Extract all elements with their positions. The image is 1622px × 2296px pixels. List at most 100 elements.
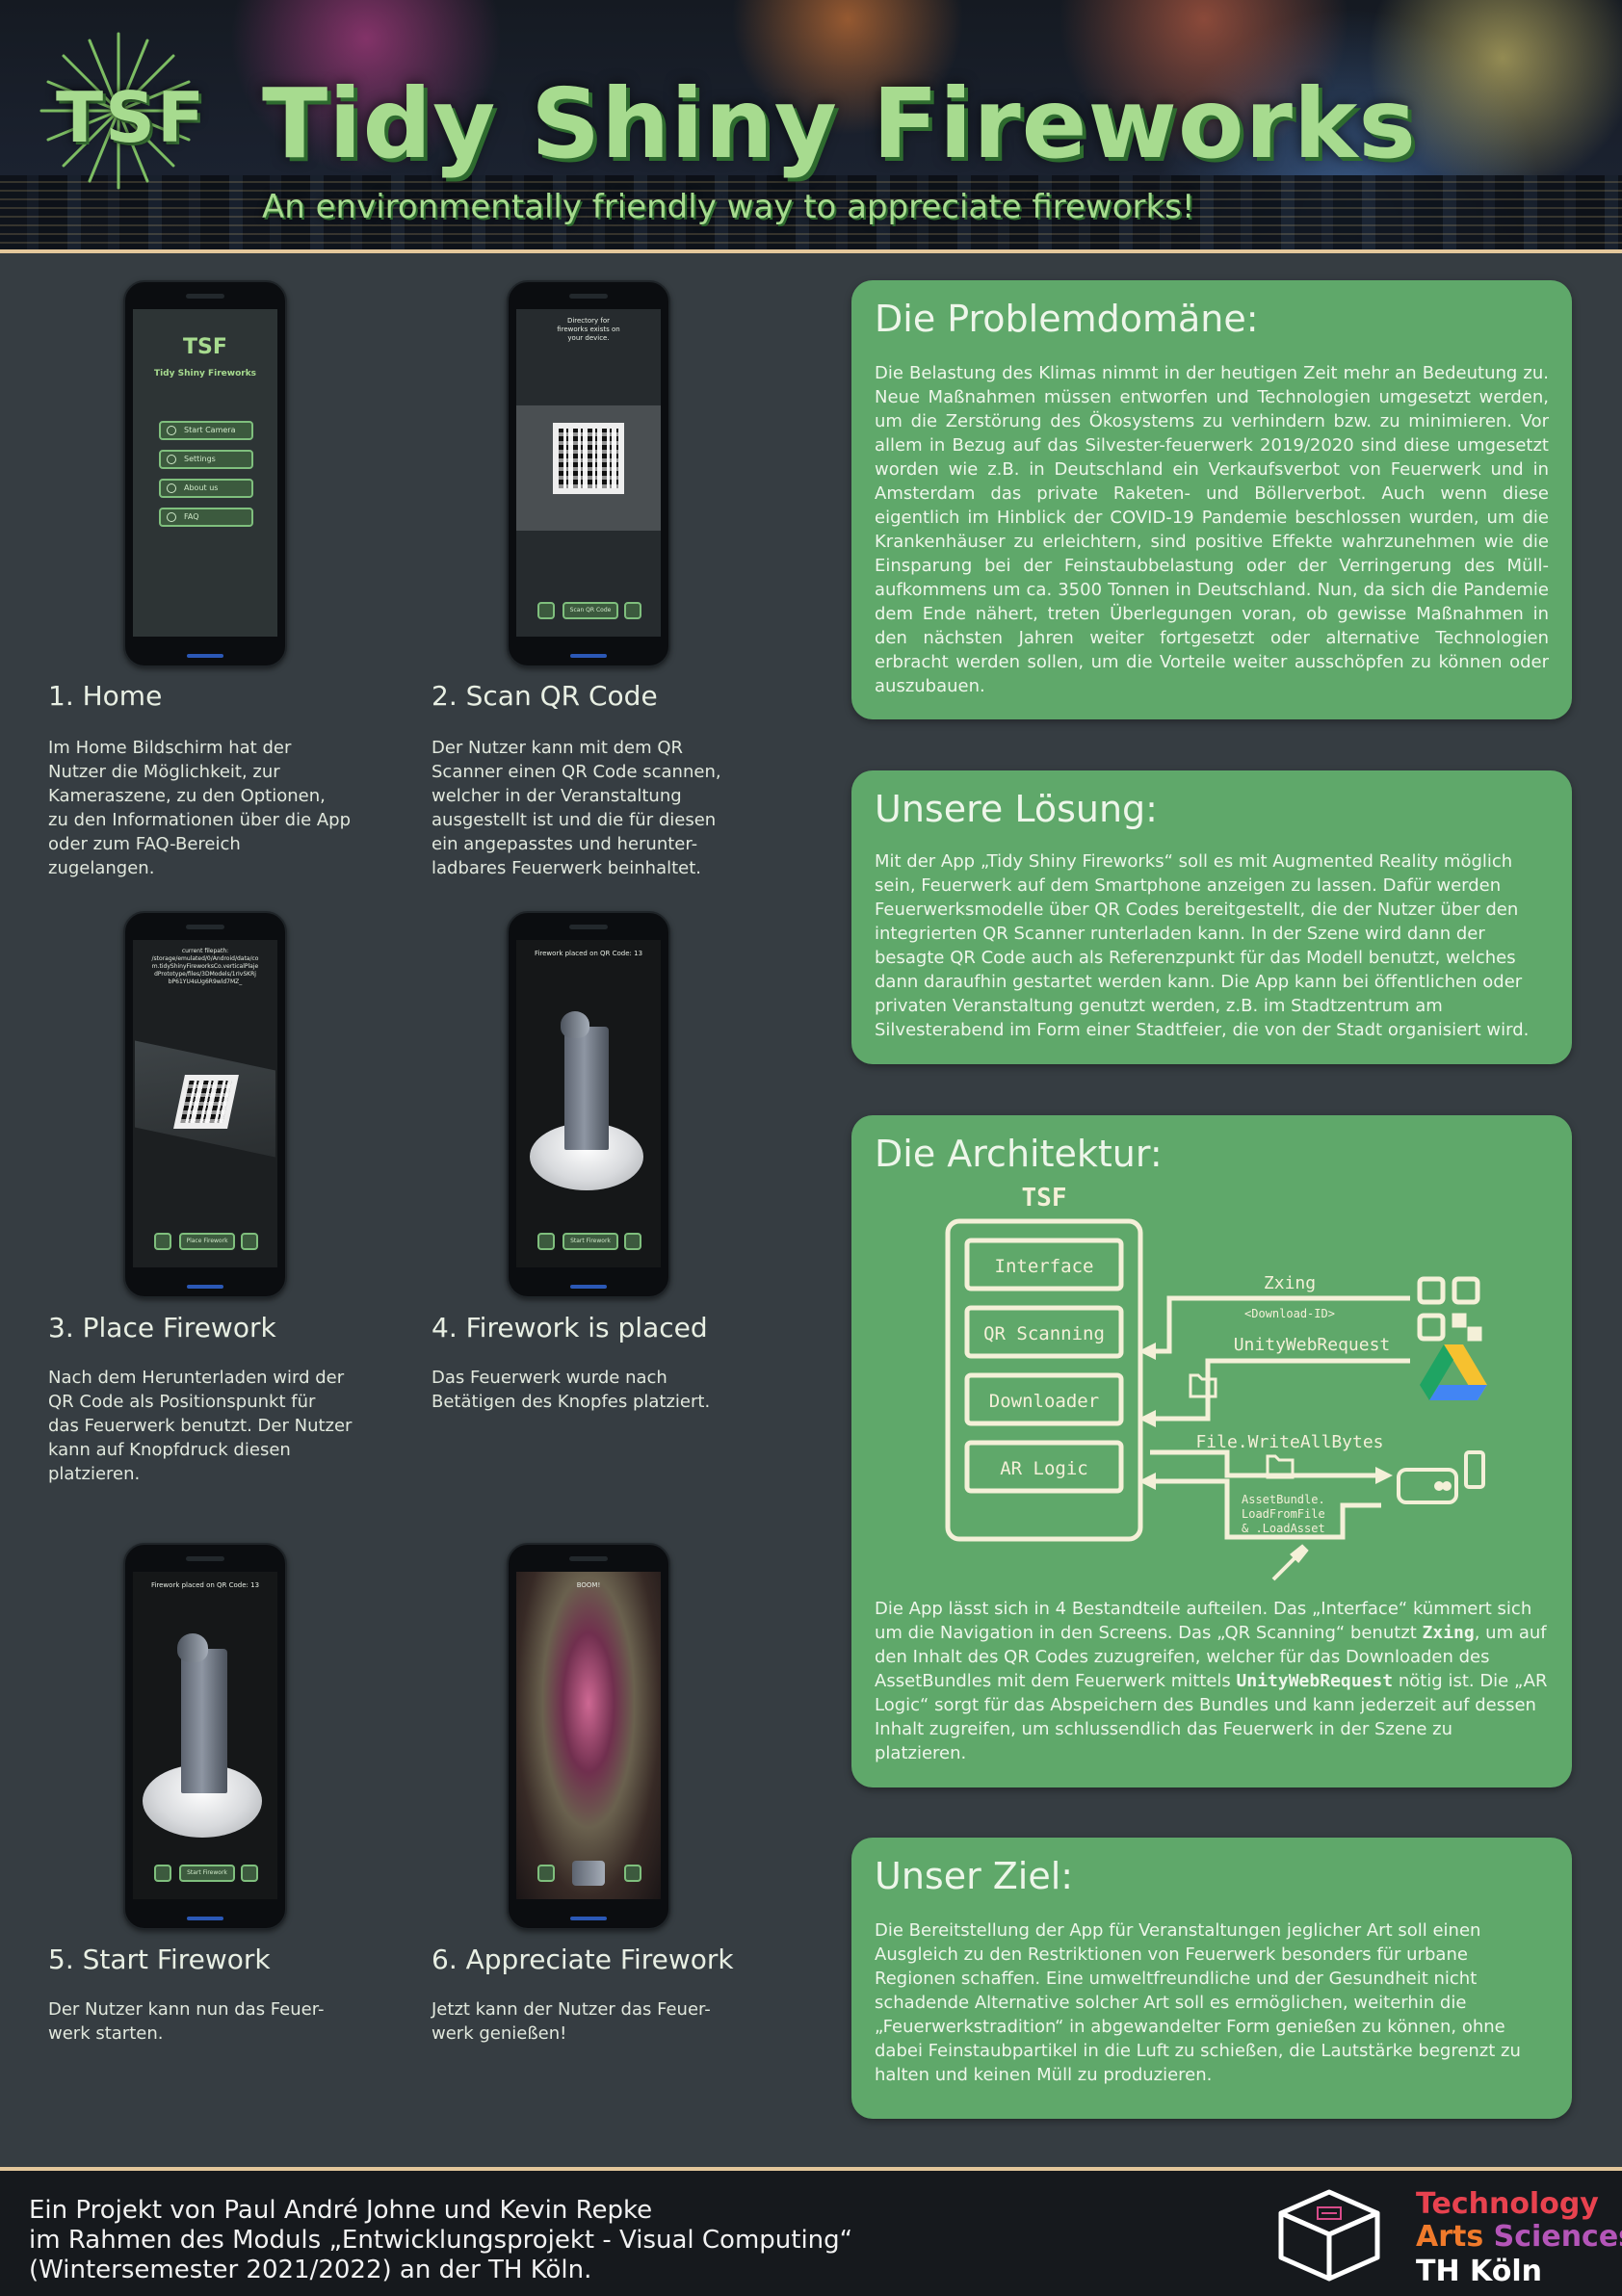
firework-fuse <box>177 1633 208 1662</box>
scan-status-text: Directory for fireworks exists on your d… <box>557 317 620 342</box>
phone-icon <box>1464 1450 1485 1489</box>
camera-icon <box>167 426 176 435</box>
info-icon <box>167 483 176 493</box>
phone-speaker <box>186 294 224 299</box>
delete-button[interactable] <box>624 1233 641 1250</box>
firework-model-small <box>572 1861 605 1886</box>
architecture-body: Die App lässt sich in 4 Bestandteile auf… <box>875 1597 1549 1765</box>
zxing-label: Zxing <box>1264 1273 1316 1293</box>
phone-screen: Firework placed on QR Code: 13 Start Fir… <box>133 1572 277 1899</box>
goal-card: Unser Ziel: Die Bereitstellung der App f… <box>851 1838 1572 2119</box>
architecture-body-part-1: Die App lässt sich in 4 Bestandteile auf… <box>875 1599 1532 1643</box>
module-qr-scanning: QR Scanning <box>983 1323 1105 1344</box>
qr-code-icon <box>1417 1276 1482 1342</box>
phone-home-bar <box>187 1285 223 1289</box>
placed-status-text: Firework placed on QR Code: 13 <box>534 950 643 957</box>
delete-button[interactable] <box>241 1233 258 1250</box>
file-path-text: current filepath: /storage/emulated/0/An… <box>151 948 259 985</box>
th-arts-word: Arts <box>1416 2220 1484 2254</box>
architecture-diagram: TSF Interface QR Scanning Downloader AR … <box>945 1184 1487 1581</box>
step-3-desc: Nach dem Herunterladen wird der QR Code … <box>48 1368 353 1484</box>
step-5-desc: Der Nutzer kann nun das Feuer- werk star… <box>48 1999 325 2044</box>
phone-screen: BOOM! <box>516 1572 661 1899</box>
folder-icon <box>1189 1373 1295 1479</box>
back-button[interactable] <box>154 1233 171 1250</box>
appreciate-toolbar <box>537 1865 641 1882</box>
city-skyline-image <box>0 175 1622 252</box>
scan-toolbar: Scan QR Code <box>537 602 641 619</box>
settings-button[interactable]: Settings <box>159 450 253 469</box>
about-us-button[interactable]: About us <box>159 479 253 498</box>
page-title: Tidy Shiny Fireworks <box>262 67 1417 180</box>
phone-placed-screenshot: Firework placed on QR Code: 13 Start Fir… <box>507 911 670 1298</box>
app-name: Tidy Shiny Fireworks <box>153 369 257 378</box>
phone-speaker <box>569 1556 608 1561</box>
qr-code-icon <box>173 1075 239 1129</box>
delete-button[interactable] <box>624 602 641 619</box>
unity-web-request-inline-code: UnityWebRequest <box>1236 1671 1394 1691</box>
th-arts-sciences-text: Arts Sciences <box>1416 2221 1622 2254</box>
footer-divider <box>0 2167 1622 2171</box>
solution-title: Unsere Lösung: <box>875 788 1158 830</box>
start-camera-button[interactable]: Start Camera <box>159 421 253 440</box>
architecture-title: Die Architektur: <box>875 1133 1163 1175</box>
solution-body: Mit der App „Tidy Shiny Fireworks“ soll … <box>875 851 1530 1040</box>
step-1-title: 1. Home <box>48 680 163 712</box>
boom-text: BOOM! <box>576 1581 601 1589</box>
settings-label: Settings <box>184 455 216 463</box>
module-interface: Interface <box>995 1256 1094 1277</box>
step-4-title: 4. Firework is placed <box>432 1312 708 1344</box>
asset-bundle-line-3: & .LoadAsset <box>1242 1522 1325 1535</box>
qr-code-icon <box>553 423 624 494</box>
delete-button[interactable] <box>624 1865 641 1882</box>
start-firework-button[interactable]: Start Firework <box>562 1233 618 1250</box>
footer: Ein Projekt von Paul André Johne und Kev… <box>0 2171 1622 2296</box>
th-technology-text: Technology <box>1416 2187 1599 2221</box>
firework-fuse <box>561 1011 589 1038</box>
phone-scan-screenshot: Directory for fireworks exists on your d… <box>507 280 670 667</box>
download-id-label: <Download-ID> <box>1244 1307 1335 1320</box>
pen-icon <box>1271 1544 1309 1581</box>
phone-place-screenshot: current filepath: /storage/emulated/0/An… <box>123 911 287 1298</box>
scan-qr-code-button[interactable]: Scan QR Code <box>562 602 618 619</box>
step-2-title: 2. Scan QR Code <box>432 680 658 712</box>
phone-speaker <box>186 1556 224 1561</box>
phone-home-bar <box>570 1285 607 1289</box>
delete-button[interactable] <box>241 1865 258 1882</box>
phone-speaker <box>186 925 224 929</box>
goal-title: Unser Ziel: <box>875 1855 1074 1897</box>
architecture-body-part-2: , um auf den Inhalt des QR Codes zuzugre… <box>875 1623 1547 1691</box>
back-button[interactable] <box>154 1865 171 1882</box>
gear-icon <box>167 455 176 464</box>
unity-web-request-label: UnityWebRequest <box>1234 1335 1391 1355</box>
place-firework-button[interactable]: Place Firework <box>179 1233 235 1250</box>
asset-bundle-line-1: AssetBundle. <box>1242 1493 1325 1506</box>
back-button[interactable] <box>537 1865 555 1882</box>
logo-text: TSF <box>56 77 207 158</box>
firework-body <box>564 1027 609 1150</box>
header-divider <box>0 249 1622 253</box>
back-button[interactable] <box>537 602 555 619</box>
start-status-text: Firework placed on QR Code: 13 <box>150 1581 260 1589</box>
phone-speaker <box>569 925 608 929</box>
solution-card: Unsere Lösung: Mit der App „Tidy Shiny F… <box>851 770 1572 1064</box>
back-button[interactable] <box>537 1233 555 1250</box>
start-firework-button[interactable]: Start Firework <box>179 1865 235 1882</box>
phone-speaker <box>569 294 608 299</box>
asset-bundle-line-2: LoadFromFile <box>1242 1507 1325 1521</box>
step-2-desc: Der Nutzer kann mit dem QR Scanner einen… <box>432 738 721 878</box>
architecture-body-part-3: nötig ist. Die „AR Logic“ sorgt für das … <box>875 1671 1548 1763</box>
faq-button[interactable]: FAQ <box>159 508 253 527</box>
write-all-bytes-label: File.WriteAllBytes <box>1195 1432 1383 1452</box>
about-us-label: About us <box>184 483 219 492</box>
phone-home-bar <box>570 654 607 658</box>
start-toolbar: Start Firework <box>154 1865 258 1882</box>
device-icon <box>1397 1468 1458 1504</box>
step-1-desc: Im Home Bildschirm hat der Nutzer die Mö… <box>48 738 352 878</box>
step-6-title: 6. Appreciate Firework <box>432 1944 734 1975</box>
step-5-title: 5. Start Firework <box>48 1944 271 1975</box>
google-drive-icon <box>1420 1344 1487 1400</box>
burst-logo-icon <box>39 32 197 190</box>
firework-body <box>181 1649 227 1793</box>
phone-screen: TSF Tidy Shiny Fireworks Start Camera Se… <box>133 309 277 637</box>
